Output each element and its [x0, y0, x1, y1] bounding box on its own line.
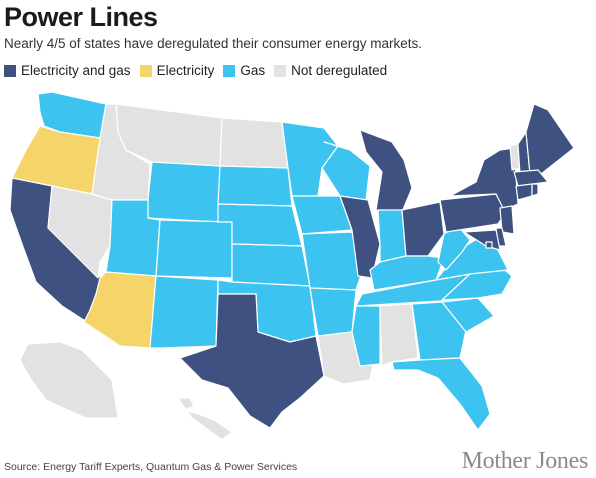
legend-item-gas: Gas: [223, 63, 265, 78]
state-ga: [411, 301, 467, 361]
legend-swatch-electricity-and-gas: [4, 64, 16, 77]
source-note: Source: Energy Tariff Experts, Quantum G…: [4, 461, 298, 473]
page-title: Power Lines: [4, 2, 158, 32]
state-me: [525, 103, 575, 179]
legend: Electricity and gas Electricity Gas Not …: [4, 63, 396, 78]
state-pa: [439, 193, 507, 233]
legend-label-gas: Gas: [240, 63, 266, 78]
legend-label-electricity-and-gas: Electricity and gas: [21, 63, 131, 78]
state-tx: [179, 293, 325, 429]
state-in: [377, 209, 407, 263]
legend-label-not-deregulated: Not deregulated: [291, 63, 388, 78]
subtitle: Nearly 4/5 of states have deregulated th…: [4, 36, 422, 51]
state-mo: [301, 231, 363, 291]
mother-jones-logo: Mother Jones: [461, 448, 589, 474]
state-ct: [515, 183, 533, 201]
state-ri: [531, 183, 539, 197]
state-al: [379, 303, 419, 367]
state-nd: [219, 117, 289, 169]
state-ma: [513, 169, 549, 187]
state-ms: [351, 305, 381, 367]
state-sc: [441, 297, 495, 333]
state-mn: [281, 121, 339, 197]
state-hi: [177, 397, 233, 441]
state-fl: [391, 357, 491, 431]
state-dc: [485, 241, 493, 249]
state-wy: [145, 161, 221, 223]
us-map: [0, 88, 596, 450]
state-sd: [217, 165, 293, 207]
legend-item-electricity-and-gas: Electricity and gas: [4, 63, 131, 78]
state-co: [155, 219, 233, 279]
state-oh: [401, 201, 445, 257]
us-map-svg: [9, 91, 575, 441]
legend-item-electricity: Electricity: [139, 63, 215, 78]
state-nm: [149, 275, 219, 349]
states-layer: [9, 91, 575, 441]
legend-swatch-gas: [223, 64, 236, 77]
state-nj: [499, 205, 515, 235]
state-ks: [231, 243, 311, 287]
legend-label-electricity: Electricity: [156, 63, 215, 78]
state-ar: [309, 287, 357, 337]
legend-swatch-electricity: [139, 64, 152, 77]
legend-swatch-not-deregulated: [274, 64, 287, 77]
state-ak: [19, 341, 119, 419]
legend-item-not-deregulated: Not deregulated: [274, 63, 387, 78]
